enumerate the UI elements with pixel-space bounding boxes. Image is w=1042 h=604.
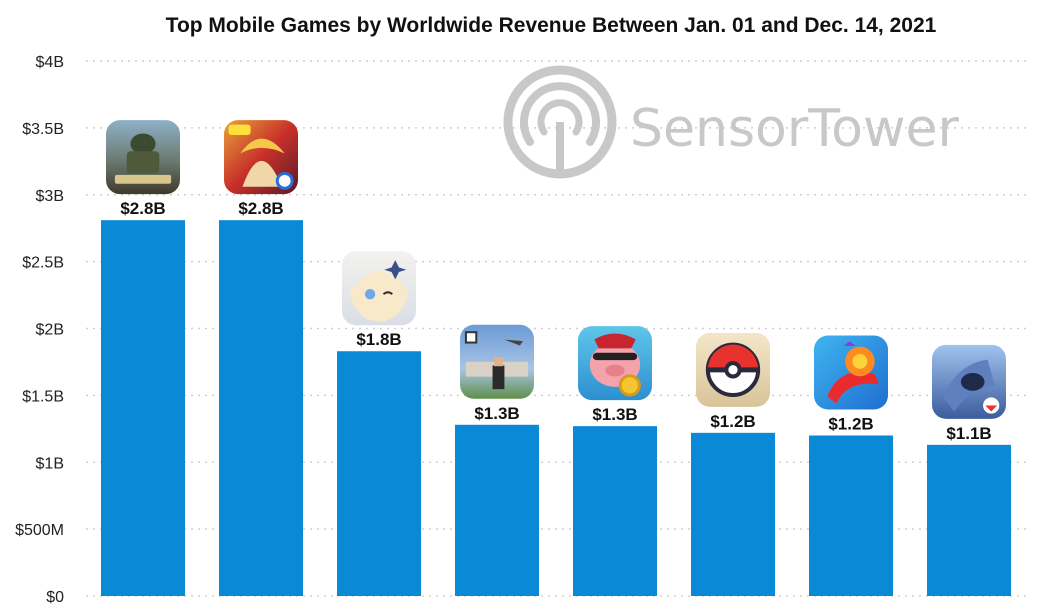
bar-value-label: $1.8B (356, 330, 401, 349)
y-tick-label: $2.5B (22, 255, 64, 272)
bar (927, 444, 1011, 596)
pubg-mobile-icon (106, 120, 180, 195)
bar (219, 220, 303, 596)
app-icons (106, 120, 1006, 419)
pokemon-go-icon (696, 332, 770, 407)
y-tick-label: $500M (15, 522, 64, 539)
bar (101, 220, 185, 596)
chart-title: Top Mobile Games by Worldwide Revenue Be… (166, 14, 937, 37)
bar-value-label: $1.3B (474, 404, 519, 423)
free-fire-icon (932, 344, 1006, 419)
y-tick-label: $1B (36, 455, 64, 472)
coin-master-icon (578, 326, 652, 401)
bars (101, 220, 1011, 596)
honor-of-kings-icon (224, 120, 298, 195)
bar-value-label: $1.1B (946, 424, 991, 443)
y-tick-label: $3B (36, 188, 64, 205)
y-tick-label: $2B (36, 322, 64, 339)
y-tick-label: $4B (36, 54, 64, 71)
bar-value-labels: $2.8B $2.8B $1.8B $1.3B $1.3B $1.2B $1.2B $1.1B (120, 199, 991, 443)
sensortower-watermark-text: SensorTower (630, 99, 960, 159)
y-axis-tick-labels: $0 $500M $1B $1.5B $2B $2.5B $3B $3.5B $4B (15, 54, 64, 604)
bar-value-label: $1.2B (710, 412, 755, 431)
y-tick-label: $1.5B (22, 388, 64, 405)
bar-value-label: $1.3B (592, 405, 637, 424)
y-tick-label: $3.5B (22, 121, 64, 138)
sensortower-logo-icon (503, 65, 617, 179)
bar (809, 435, 893, 596)
bar-value-label: $1.2B (828, 415, 873, 434)
bar (455, 424, 539, 596)
bar-value-label: $2.8B (238, 199, 283, 218)
bar (691, 432, 775, 596)
y-tick-label: $0 (46, 589, 64, 604)
bar (573, 426, 657, 596)
bar (337, 351, 421, 596)
roblox-icon (460, 324, 534, 399)
candy-crush-saga-icon (814, 335, 888, 410)
genshin-impact-icon (342, 251, 416, 326)
bar-value-label: $2.8B (120, 199, 165, 218)
sensortower-watermark: SensorTower (503, 65, 960, 179)
